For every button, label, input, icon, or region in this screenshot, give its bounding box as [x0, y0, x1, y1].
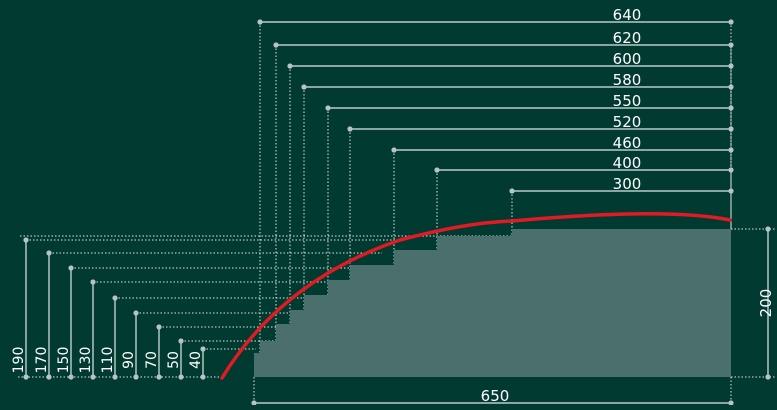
height-dimension-dot [156, 324, 162, 330]
width-dimension-dot [273, 42, 279, 48]
width-dimension-dot [728, 167, 734, 173]
height-dimension-label: 190 [11, 347, 27, 374]
total-height-dot-bottom [765, 374, 771, 380]
height-dimension-dot [200, 346, 206, 352]
width-dimension-dot [287, 63, 293, 69]
stepped-shape [254, 229, 731, 377]
total-width-label: 650 [481, 387, 510, 405]
width-dimension-label: 520 [613, 113, 642, 131]
height-dimension-dot [23, 237, 29, 243]
width-dimension-label: 460 [613, 134, 642, 152]
total-height-dot-top [765, 226, 771, 232]
width-dimension-dot [509, 188, 515, 194]
width-dimension-dot [391, 147, 397, 153]
total-width-dot-right [728, 400, 734, 406]
height-dimension-dot [112, 374, 118, 380]
total-height-label: 200 [757, 289, 775, 318]
width-dimension-dot [728, 147, 734, 153]
height-dimension-dot [112, 295, 118, 301]
width-dimension-dot [325, 105, 331, 111]
width-dimension-label: 620 [613, 29, 642, 47]
height-dimension-label: 170 [34, 347, 50, 374]
width-dimension-dot [728, 188, 734, 194]
overall-dimensions: 650 200 [251, 226, 775, 406]
height-dimension-label: 110 [100, 347, 116, 374]
height-dimension-label: 70 [144, 351, 160, 369]
width-dimension-dot [301, 84, 307, 90]
height-dimension-dot [178, 374, 184, 380]
height-dimension-dot [200, 374, 206, 380]
height-dimension-dot [133, 374, 139, 380]
width-dimension-label: 640 [613, 6, 642, 24]
height-dimension-dot [46, 250, 52, 256]
width-dimension-dot [728, 126, 734, 132]
height-dimension-dot [90, 279, 96, 285]
height-dimension-dot [46, 374, 52, 380]
width-dimension-label: 600 [613, 50, 642, 68]
height-dimension-dot [23, 374, 29, 380]
width-dimension-label: 580 [613, 71, 642, 89]
width-dimension-dot [347, 126, 353, 132]
height-dimension-label: 40 [188, 351, 204, 369]
height-dimension-label: 130 [78, 347, 94, 374]
width-dimension-label: 300 [613, 175, 642, 193]
width-dimensions: 640 620 600 580 550 520 460 400 300 [257, 6, 734, 194]
width-dimension-label: 400 [613, 154, 642, 172]
height-dimension-label: 50 [166, 351, 182, 369]
height-dimension-dot [156, 374, 162, 380]
height-dimension-label: 90 [121, 351, 137, 369]
height-dimension-dot [178, 338, 184, 344]
width-dimension-dot [728, 19, 734, 25]
height-dimension-label: 150 [56, 347, 72, 374]
height-dimensions: 190 170 150 130 110 90 70 50 40 [11, 237, 206, 380]
height-dimension-dot [90, 374, 96, 380]
width-dimension-dot [728, 84, 734, 90]
width-dimension-dot [257, 19, 263, 25]
width-dimension-dot [728, 105, 734, 111]
height-dimension-dot [68, 374, 74, 380]
width-dimension-dot [728, 42, 734, 48]
red-curve [220, 211, 732, 380]
height-dimension-dot [133, 310, 139, 316]
width-dimension-label: 550 [613, 92, 642, 110]
height-dimension-dot [68, 265, 74, 271]
width-dimension-dot [728, 63, 734, 69]
width-dimension-dot [434, 167, 440, 173]
total-width-dot-left [251, 400, 257, 406]
